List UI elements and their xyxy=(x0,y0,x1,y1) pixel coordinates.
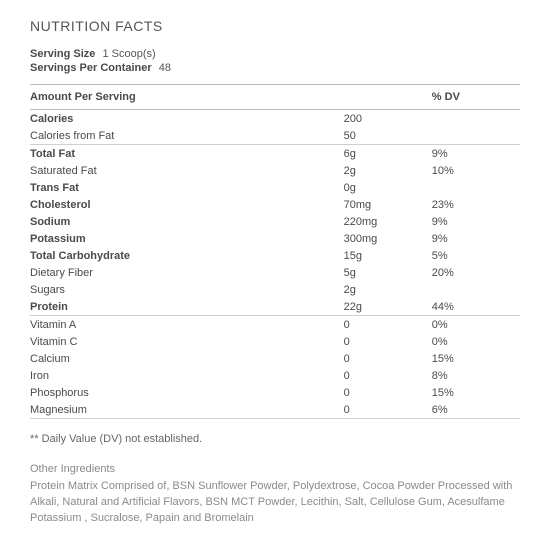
nutrient-label: Vitamin C xyxy=(30,333,344,350)
nutrient-dv xyxy=(432,179,520,196)
nutrient-amount: 2g xyxy=(344,162,432,179)
header-amount: Amount Per Serving xyxy=(30,85,344,110)
nutrition-table: Amount Per Serving% DVCalories200Calorie… xyxy=(30,84,520,419)
nutrient-dv: 8% xyxy=(432,367,520,384)
nutrient-dv: 44% xyxy=(432,298,520,316)
nutrient-label: Vitamin A xyxy=(30,316,344,333)
table-row: Total Carbohydrate15g5% xyxy=(30,247,520,264)
serving-block: Serving Size 1 Scoop(s) Servings Per Con… xyxy=(30,48,520,74)
table-row: Cholesterol70mg23% xyxy=(30,196,520,213)
table-row: Vitamin C00% xyxy=(30,333,520,350)
servings-per-container-row: Servings Per Container 48 xyxy=(30,62,520,74)
nutrient-dv: 15% xyxy=(432,350,520,367)
nutrient-dv xyxy=(432,110,520,127)
nutrient-dv: 23% xyxy=(432,196,520,213)
nutrient-label: Calories from Fat xyxy=(30,127,344,145)
nutrient-amount: 15g xyxy=(344,247,432,264)
nutrient-amount: 0 xyxy=(344,367,432,384)
nutrient-label: Cholesterol xyxy=(30,196,344,213)
table-row: Vitamin A00% xyxy=(30,316,520,333)
header-dv: % DV xyxy=(432,85,520,110)
nutrient-amount: 50 xyxy=(344,127,432,145)
nutrient-label: Sodium xyxy=(30,213,344,230)
table-row: Calories200 xyxy=(30,110,520,127)
serving-size-row: Serving Size 1 Scoop(s) xyxy=(30,48,520,60)
nutrient-amount: 300mg xyxy=(344,230,432,247)
nutrient-dv: 0% xyxy=(432,316,520,333)
nutrient-dv xyxy=(432,127,520,145)
nutrient-dv: 10% xyxy=(432,162,520,179)
nutrient-label: Magnesium xyxy=(30,401,344,419)
nutrient-amount: 0 xyxy=(344,333,432,350)
nutrient-label: Total Carbohydrate xyxy=(30,247,344,264)
nutrient-label: Potassium xyxy=(30,230,344,247)
nutrient-label: Calories xyxy=(30,110,344,127)
nutrient-label: Calcium xyxy=(30,350,344,367)
servings-per-container-value: 48 xyxy=(159,62,171,74)
nutrient-dv: 0% xyxy=(432,333,520,350)
nutrition-title: NUTRITION FACTS xyxy=(30,18,520,34)
nutrient-label: Dietary Fiber xyxy=(30,264,344,281)
table-row: Total Fat6g9% xyxy=(30,145,520,162)
nutrient-amount: 22g xyxy=(344,298,432,316)
nutrient-amount: 0g xyxy=(344,179,432,196)
table-row: Dietary Fiber5g20% xyxy=(30,264,520,281)
nutrient-amount: 0 xyxy=(344,316,432,333)
nutrient-amount: 70mg xyxy=(344,196,432,213)
nutrient-amount: 2g xyxy=(344,281,432,298)
table-row: Iron08% xyxy=(30,367,520,384)
nutrient-amount: 5g xyxy=(344,264,432,281)
nutrient-dv: 15% xyxy=(432,384,520,401)
table-row: Saturated Fat2g10% xyxy=(30,162,520,179)
table-header-row: Amount Per Serving % DV xyxy=(30,85,520,110)
table-row: Magnesium06% xyxy=(30,401,520,419)
table-row: Phosphorus015% xyxy=(30,384,520,401)
nutrient-label: Iron xyxy=(30,367,344,384)
nutrient-dv: 9% xyxy=(432,213,520,230)
nutrient-label: Trans Fat xyxy=(30,179,344,196)
serving-size-label: Serving Size xyxy=(30,48,95,60)
nutrient-dv: 9% xyxy=(432,230,520,247)
table-row: Sugars2g xyxy=(30,281,520,298)
nutrient-amount: 0 xyxy=(344,350,432,367)
serving-size-value: 1 Scoop(s) xyxy=(102,48,155,60)
nutrient-amount: 0 xyxy=(344,401,432,419)
servings-per-container-label: Servings Per Container xyxy=(30,62,152,74)
nutrient-label: Sugars xyxy=(30,281,344,298)
table-row: Protein22g44% xyxy=(30,298,520,316)
table-row: Trans Fat0g xyxy=(30,179,520,196)
nutrient-label: Phosphorus xyxy=(30,384,344,401)
table-row: Potassium300mg9% xyxy=(30,230,520,247)
nutrient-dv xyxy=(432,281,520,298)
nutrient-dv: 20% xyxy=(432,264,520,281)
nutrient-dv: 9% xyxy=(432,145,520,162)
nutrient-amount: 6g xyxy=(344,145,432,162)
dv-footnote: ** Daily Value (DV) not established. xyxy=(30,433,520,445)
nutrient-amount: 220mg xyxy=(344,213,432,230)
nutrient-dv: 5% xyxy=(432,247,520,264)
other-ingredients-body: Protein Matrix Comprised of, BSN Sunflow… xyxy=(30,479,520,527)
table-row: Calcium015% xyxy=(30,350,520,367)
nutrient-amount: 0 xyxy=(344,384,432,401)
nutrient-dv: 6% xyxy=(432,401,520,419)
nutrient-amount: 200 xyxy=(344,110,432,127)
table-row: Calories from Fat50 xyxy=(30,127,520,145)
nutrient-label: Saturated Fat xyxy=(30,162,344,179)
nutrient-label: Protein xyxy=(30,298,344,316)
other-ingredients-title: Other Ingredients xyxy=(30,463,520,475)
table-row: Sodium220mg9% xyxy=(30,213,520,230)
nutrient-label: Total Fat xyxy=(30,145,344,162)
